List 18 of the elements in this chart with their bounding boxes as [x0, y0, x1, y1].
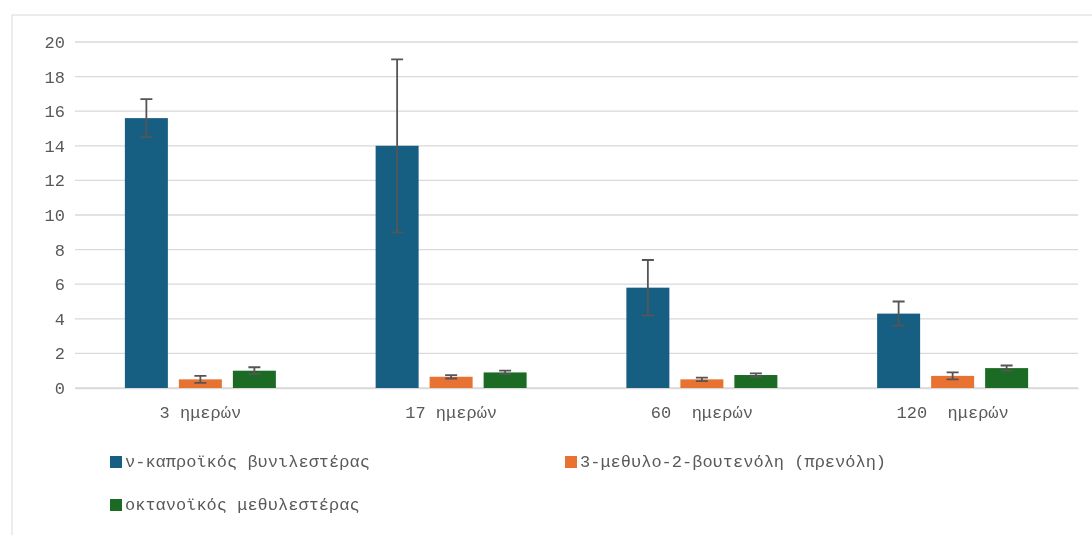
y-tick-label: 12 [44, 172, 65, 192]
y-tick-label: 0 [54, 379, 65, 399]
y-tick-label: 20 [44, 33, 65, 53]
y-tick-label: 18 [44, 68, 65, 88]
y-tick-label: 8 [54, 241, 65, 261]
x-tick-label: 17 ημερών [405, 404, 498, 424]
y-tick-label: 6 [54, 276, 65, 296]
x-tick-label: 60 ημερών [650, 404, 753, 424]
y-tick-label: 10 [44, 206, 65, 226]
x-tick-label: 3 ημερών [159, 404, 242, 424]
y-tick-label: 16 [44, 103, 65, 123]
legend-label: 3-μεθυλο-2-βουτενόλη (πρενόλη) [580, 453, 887, 472]
y-tick-label: 2 [54, 345, 65, 365]
y-tick-label: 14 [44, 137, 65, 157]
x-tick-label: 120 ημερών [896, 404, 1009, 424]
legend-label: οκτανοϊκός μεθυλεστέρας [125, 496, 360, 515]
y-tick-label: 4 [54, 310, 65, 330]
legend-label: ν-καπροϊκός βυνιλεστέρας [125, 453, 370, 472]
